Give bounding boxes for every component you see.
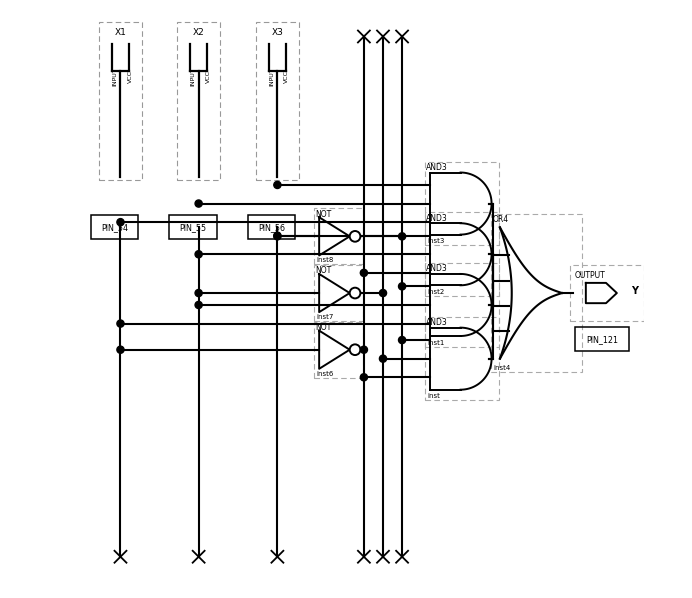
Bar [314,322,363,378]
Circle shape [117,346,124,353]
Circle shape [399,233,406,240]
Text: INPUT: INPUT [190,68,195,86]
Circle shape [274,181,281,188]
Text: VCC: VCC [206,71,210,83]
Bar [177,22,220,179]
Circle shape [195,251,202,258]
Text: inst2: inst2 [427,289,444,295]
Text: AND3: AND3 [426,318,448,327]
Bar [248,215,295,239]
Text: PIN_56: PIN_56 [258,223,285,232]
Text: VCC: VCC [284,71,289,83]
Text: VCC: VCC [127,71,133,83]
Bar [99,22,142,179]
Bar [425,162,499,245]
Text: Y: Y [631,286,638,295]
Text: INPUT: INPUT [269,68,274,86]
Text: inst8: inst8 [317,257,334,263]
Text: NOT: NOT [316,266,332,275]
Bar [256,22,299,179]
Text: inst6: inst6 [317,371,334,377]
Text: AND3: AND3 [426,264,448,273]
Text: inst4: inst4 [493,365,511,371]
Circle shape [274,232,281,239]
Circle shape [195,289,202,297]
Text: NOT: NOT [316,209,332,218]
Text: PIN_121: PIN_121 [586,335,618,344]
Text: X2: X2 [193,28,205,36]
Circle shape [117,320,124,327]
Bar [425,212,499,296]
Bar [314,265,363,321]
Text: X1: X1 [115,28,127,36]
Bar [425,317,499,401]
Circle shape [379,289,387,297]
Bar [314,208,363,264]
Bar [169,215,217,239]
Bar [491,214,582,372]
Circle shape [361,346,367,353]
Text: AND3: AND3 [426,163,448,172]
Circle shape [379,355,387,362]
Bar [570,266,644,321]
Text: OR4: OR4 [492,215,509,224]
Circle shape [195,301,202,309]
Circle shape [399,337,406,344]
Text: inst3: inst3 [427,238,444,244]
Text: PIN_54: PIN_54 [101,223,128,232]
Circle shape [349,288,361,298]
Text: PIN_55: PIN_55 [179,223,206,232]
Circle shape [349,344,361,355]
Text: inst1: inst1 [427,340,444,346]
Circle shape [274,233,281,240]
Bar [91,215,138,239]
Circle shape [399,283,406,290]
Text: inst7: inst7 [317,314,334,320]
Text: X3: X3 [271,28,283,36]
Text: OUTPUT: OUTPUT [575,271,606,280]
Text: inst: inst [427,393,440,399]
Text: NOT: NOT [316,323,332,332]
Circle shape [361,374,367,381]
Bar [425,263,499,347]
Circle shape [195,200,202,207]
Text: AND3: AND3 [426,213,448,222]
Circle shape [117,219,124,225]
Bar [575,327,629,351]
Circle shape [361,269,367,276]
Circle shape [349,231,361,242]
Text: INPUT: INPUT [112,68,117,86]
